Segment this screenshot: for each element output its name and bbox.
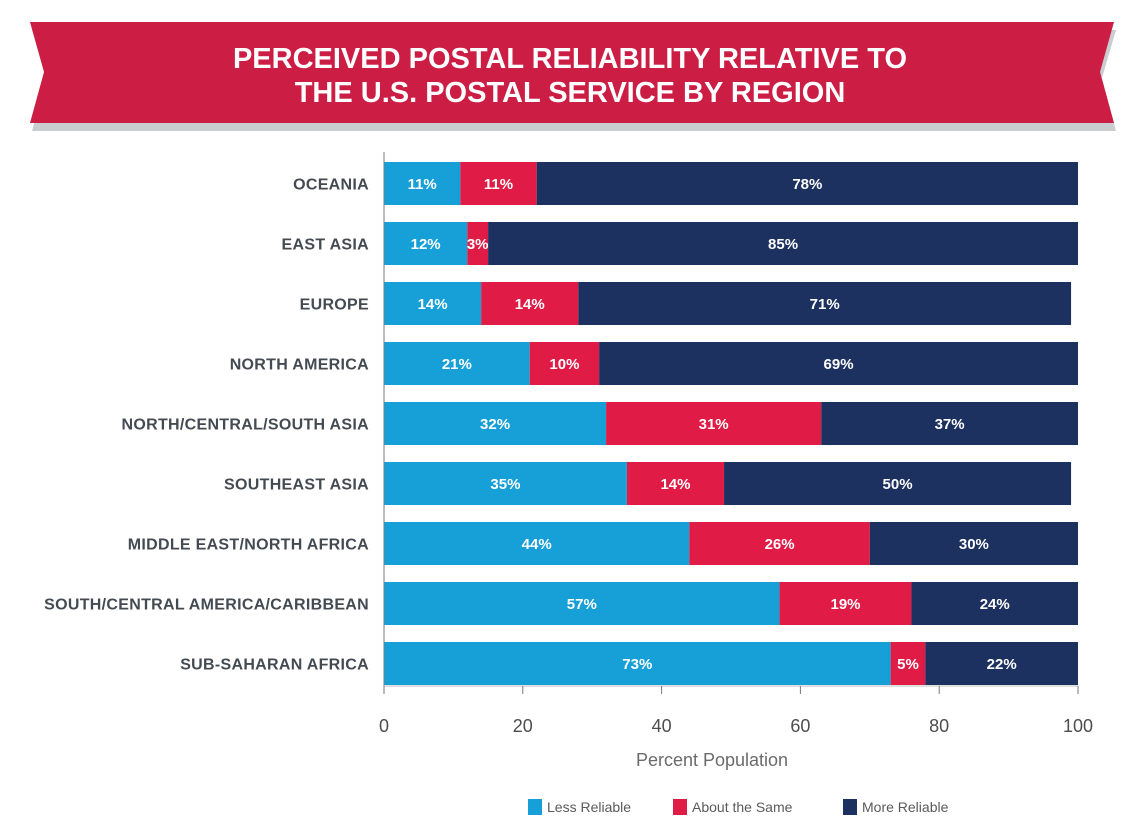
data-label-about-the-same-southeast-asia: 14% [660,476,690,493]
data-label-less-reliable-oceania: 11% [408,176,437,193]
data-label-more-reliable-oceania: 78% [792,176,822,193]
data-label-less-reliable-east-asia: 12% [411,236,441,253]
x-tick-label-40: 40 [652,716,672,736]
bar-less-reliable-sub-saharan-africa [384,642,891,685]
bars-group: 11% 11% 78% 12% 3% 85% 14% 14% 71% 21% 10% 69% 32% 31… [384,162,1079,685]
x-tick-label-20: 20 [513,716,533,736]
bar-more-reliable-oceania [536,162,1078,205]
x-axis-title: Percent Population [636,750,788,770]
data-label-more-reliable-south-central-america-caribbean: 24% [980,596,1010,613]
category-label-middle-east-north-africa: MIDDLE EAST/NORTH AFRICA [128,537,369,554]
legend-label-more-reliable: More Reliable [862,799,949,815]
bar-more-reliable-europe [578,282,1072,325]
data-label-more-reliable-southeast-asia: 50% [883,476,913,493]
data-label-about-the-same-sub-saharan-africa: 5% [897,656,919,673]
category-label-southeast-asia: SOUTHEAST ASIA [224,477,369,494]
x-axis: 0 20 40 60 80 100 [379,152,1093,736]
bar-about-the-same-east-asia [467,222,489,265]
chart-title-line-1: PERCEIVED POSTAL RELIABILITY RELATIVE TO [233,43,907,75]
bar-about-the-same-sub-saharan-africa [890,642,926,685]
data-label-less-reliable-europe: 14% [418,296,448,313]
data-label-about-the-same-south-central-america-caribbean: 19% [830,596,860,613]
legend-swatch-about-the-same [673,799,687,815]
bar-less-reliable-south-central-america-caribbean [384,582,780,625]
data-label-about-the-same-europe: 14% [515,296,545,313]
bar-about-the-same-north-central-south-asia [606,402,822,445]
bar-less-reliable-east-asia [384,222,468,265]
bar-about-the-same-middle-east-north-africa [689,522,870,565]
bar-more-reliable-south-central-america-caribbean [911,582,1078,625]
bar-more-reliable-southeast-asia [724,462,1072,505]
banner-ribbon [30,22,1114,123]
bar-less-reliable-north-central-south-asia [384,402,607,445]
category-labels: OCEANIA EAST ASIA EUROPE NORTH AMERICA NORTH… [44,177,369,674]
x-tick-label-80: 80 [929,716,949,736]
legend-label-about-the-same: About the Same [692,799,793,815]
data-label-more-reliable-middle-east-north-africa: 30% [959,536,989,553]
data-label-more-reliable-east-asia: 85% [768,236,798,253]
bar-more-reliable-north-america [599,342,1078,385]
category-label-north-america: NORTH AMERICA [230,357,369,374]
title-banner: PERCEIVED POSTAL RELIABILITY RELATIVE TO… [30,22,1116,131]
bar-about-the-same-south-central-america-caribbean [779,582,912,625]
data-label-more-reliable-north-america: 69% [824,356,854,373]
x-tick-label-60: 60 [790,716,810,736]
data-label-more-reliable-europe: 71% [810,296,840,313]
category-label-oceania: OCEANIA [293,177,369,194]
bar-less-reliable-oceania [384,162,461,205]
x-tick-label-0: 0 [379,716,389,736]
data-label-more-reliable-sub-saharan-africa: 22% [987,656,1017,673]
bar-about-the-same-oceania [460,162,537,205]
bar-more-reliable-sub-saharan-africa [925,642,1078,685]
data-label-about-the-same-oceania: 11% [484,176,513,193]
legend-swatch-less-reliable [528,799,542,815]
bar-about-the-same-europe [481,282,579,325]
data-label-more-reliable-north-central-south-asia: 37% [935,416,965,433]
chart-title-line-2: THE U.S. POSTAL SERVICE BY REGION [295,77,846,109]
legend: Less Reliable About the Same More Reliable [528,799,949,815]
bar-less-reliable-north-america [384,342,530,385]
data-label-about-the-same-middle-east-north-africa: 26% [765,536,795,553]
bar-less-reliable-southeast-asia [384,462,627,505]
bar-about-the-same-north-america [529,342,600,385]
data-label-less-reliable-north-central-south-asia: 32% [480,416,510,433]
category-label-sub-saharan-africa: SUB-SAHARAN AFRICA [180,657,369,674]
bar-more-reliable-north-central-south-asia [821,402,1078,445]
data-label-about-the-same-north-central-south-asia: 31% [699,416,729,433]
bar-more-reliable-middle-east-north-africa [869,522,1078,565]
data-label-about-the-same-east-asia: 3% [467,236,489,253]
data-label-about-the-same-north-america: 10% [549,356,579,373]
data-label-less-reliable-southeast-asia: 35% [490,476,520,493]
legend-swatch-more-reliable [843,799,857,815]
bar-less-reliable-europe [384,282,482,325]
data-label-less-reliable-middle-east-north-africa: 44% [522,536,552,553]
category-label-europe: EUROPE [300,297,369,314]
x-tick-label-100: 100 [1063,716,1093,736]
bar-about-the-same-southeast-asia [626,462,725,505]
bar-more-reliable-east-asia [488,222,1079,265]
data-label-less-reliable-sub-saharan-africa: 73% [622,656,652,673]
legend-label-less-reliable: Less Reliable [547,799,631,815]
category-label-south-central-america-caribbean: SOUTH/CENTRAL AMERICA/CARIBBEAN [44,597,369,614]
data-label-less-reliable-south-central-america-caribbean: 57% [567,596,597,613]
category-label-east-asia: EAST ASIA [282,237,370,254]
bar-less-reliable-middle-east-north-africa [384,522,690,565]
category-label-north-central-south-asia: NORTH/CENTRAL/SOUTH ASIA [122,417,370,434]
data-label-less-reliable-north-america: 21% [442,356,472,373]
